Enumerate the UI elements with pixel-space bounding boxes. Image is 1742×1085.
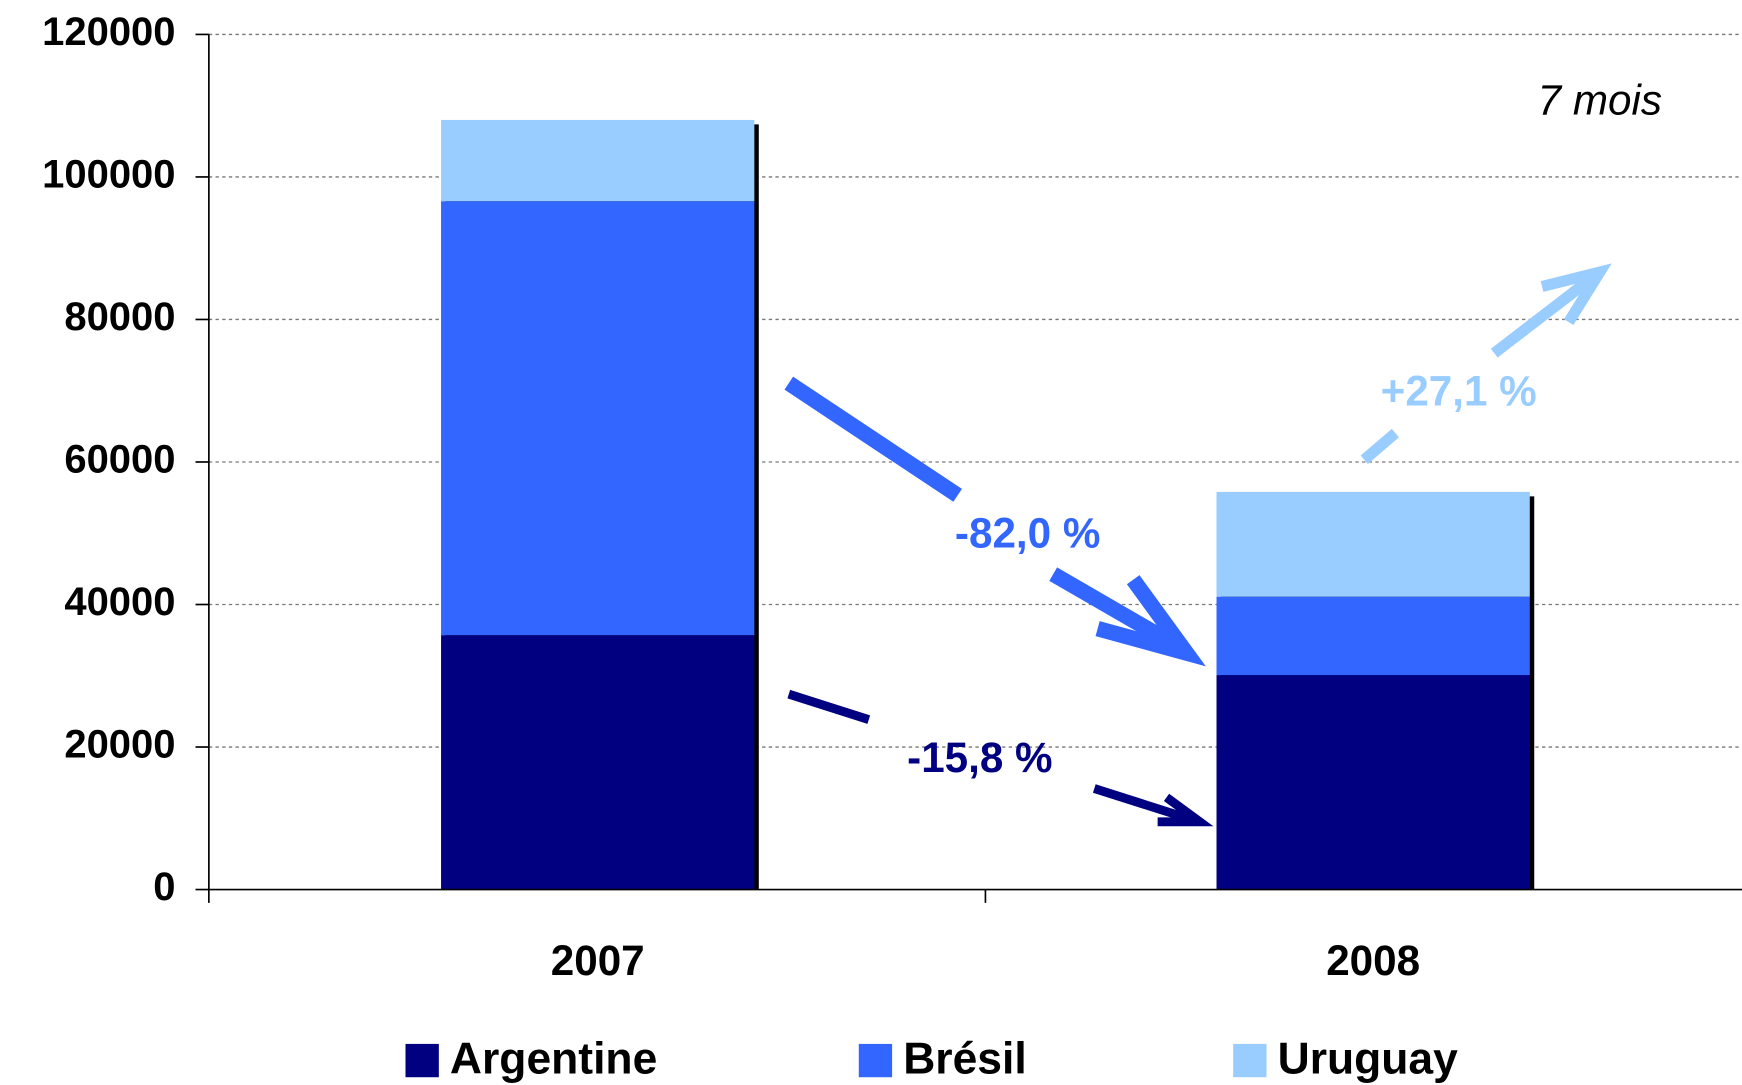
y-tick-label: 80000 <box>64 295 175 339</box>
y-tick-label: 120000 <box>42 10 175 54</box>
bar-segment <box>1216 596 1530 676</box>
arrows <box>784 263 1612 827</box>
arrow-uruguay <box>1360 263 1612 464</box>
bar-segment <box>441 201 755 636</box>
y-tick-label: 20000 <box>64 723 175 767</box>
y-tick-label: 60000 <box>64 438 175 482</box>
legend-swatch <box>1233 1043 1267 1078</box>
x-tick-label: 2007 <box>551 937 645 984</box>
arrow-argentine <box>787 689 1214 827</box>
bar-segment <box>1216 491 1530 597</box>
y-tick-label: 100000 <box>42 153 175 197</box>
legend-label: Uruguay <box>1278 1034 1459 1083</box>
legend-swatch <box>858 1043 893 1078</box>
y-tick-label: 0 <box>153 865 175 909</box>
legend-label: Brésil <box>903 1034 1026 1083</box>
annotation: -82,0 % <box>955 510 1100 557</box>
legend-label: Argentine <box>450 1034 657 1083</box>
annotation: 7 mois <box>1538 76 1662 123</box>
y-tick-label: 40000 <box>64 580 175 624</box>
arrow-bresil <box>784 376 1206 667</box>
bar-segment <box>441 119 755 202</box>
bar-segment <box>441 635 755 890</box>
legend-swatch <box>405 1043 439 1078</box>
x-tick-label: 2008 <box>1326 937 1420 984</box>
bar-segment <box>1216 675 1530 890</box>
annotation: +27,1 % <box>1381 367 1537 414</box>
annotation: -15,8 % <box>907 734 1052 781</box>
